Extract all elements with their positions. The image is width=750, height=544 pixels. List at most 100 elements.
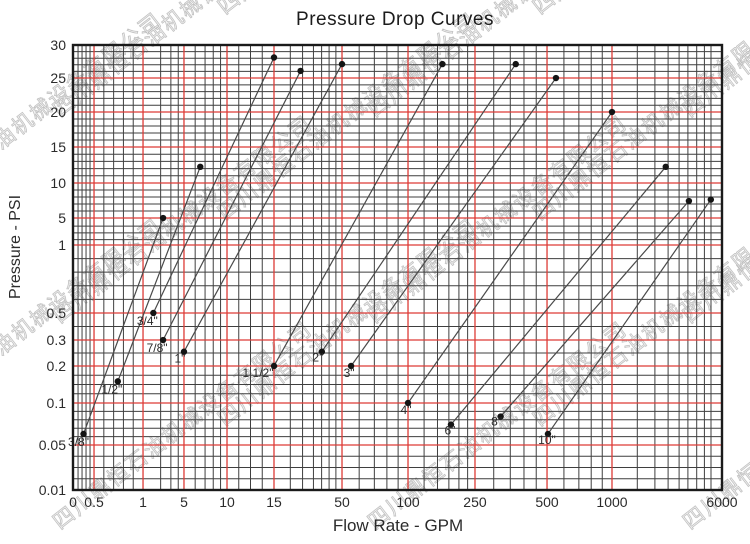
y-tick-label: 5 (58, 210, 66, 226)
plot-border-rect (71, 43, 724, 492)
y-tick-label: 20 (50, 104, 66, 120)
curve-endpoint-dot (297, 67, 304, 75)
x-tick-label: 6000 (706, 494, 737, 510)
watermark-text: 四川鼎恒石油机械设备有限公司 (529, 9, 750, 225)
y-tick-label: 0.1 (47, 395, 67, 411)
curve-label: 4" (401, 403, 412, 417)
curve-7-8in: 7/8" (147, 67, 304, 355)
x-tick-label: 10 (219, 494, 235, 510)
curve-endpoint-dot (197, 163, 204, 171)
curve-line (547, 199, 712, 435)
curve-line (500, 200, 690, 417)
y-tick-label: 30 (50, 37, 66, 53)
curve-1-2in: 1/2" (101, 163, 204, 396)
x-axis-label: Flow Rate - GPM (333, 516, 463, 535)
curve-label: 10" (538, 433, 556, 447)
curve-line (407, 111, 613, 404)
curve-endpoint-dot (318, 348, 326, 355)
curve-endpoint-dot (347, 362, 355, 370)
curves: 3/8" 1/2" 3/4" 7/8" 1" 1 1/2" 2" 3" 4" 6" 8" 10" (68, 54, 715, 449)
tick-labels: 0 0.5 1 5 10 15 50 100 250 500 1000 600030252015105… (39, 37, 738, 510)
curve-label: 2" (312, 351, 323, 365)
y-tick-label: 0.5 (47, 305, 67, 321)
curve-endpoint-dot (404, 399, 412, 407)
curve-endpoint-dot (512, 60, 519, 68)
curve-endpoint-dot (497, 413, 504, 420)
curve-endpoint-dot (685, 197, 693, 205)
curve-1-1-2in: 1 1/2" (243, 60, 446, 380)
major-grid-red (73, 45, 722, 490)
plot-border (71, 43, 724, 492)
curve-label: 3" (344, 366, 355, 380)
watermark-text: 四川鼎恒石油机械设备有限公司 (529, 0, 750, 19)
curve-10in: 10" (538, 196, 715, 447)
y-tick-label: 0.01 (39, 482, 66, 498)
x-tick-label: 100 (396, 494, 420, 510)
y-tick-label: 1 (58, 237, 66, 253)
curve-line (117, 166, 201, 382)
curve-3in: 3" (344, 74, 560, 380)
curve-endpoint-dot (80, 430, 87, 438)
curve-label: 6" (445, 424, 456, 438)
curve-endpoint-dot (439, 60, 446, 68)
watermark-text: 四川鼎恒石油机械设备有限公司 (529, 215, 750, 431)
y-tick-label: 0.05 (39, 437, 66, 453)
x-tick-label: 1 (139, 494, 147, 510)
curve-endpoint-dot (662, 163, 669, 171)
x-tick-label: 50 (334, 494, 350, 510)
curve-endpoint-dot (544, 430, 552, 438)
curve-endpoint-dot (180, 348, 188, 355)
y-tick-label: 25 (50, 70, 66, 86)
curve-endpoint-dot (608, 108, 616, 116)
curve-label: 1" (175, 352, 186, 366)
curve-line (82, 217, 164, 435)
x-tick-label: 0.5 (84, 494, 104, 510)
curve-endpoint-dot (270, 362, 278, 370)
watermark-text: 四川鼎恒石油机械设备有限公司 (49, 112, 317, 328)
x-tick-label: 500 (535, 494, 559, 510)
x-tick-label: 0 (69, 494, 77, 510)
y-tick-label: 0.3 (47, 332, 67, 348)
y-axis-label: Pressure - PSI (7, 195, 24, 299)
curve-endpoint-dot (150, 309, 157, 317)
x-tick-label: 250 (463, 494, 487, 510)
curve-line (152, 57, 275, 314)
watermark-text: 四川鼎恒石油机械设备有限公司 (0, 9, 167, 225)
y-tick-label: 10 (50, 175, 66, 191)
watermark-text: 四川鼎恒石油机械设备有限公司 (214, 215, 482, 431)
curve-4in: 4" (401, 108, 616, 417)
minor-grid (73, 45, 722, 490)
curve-endpoint-dot (159, 214, 167, 222)
curve-label: 3/4" (137, 314, 158, 328)
curve-line (162, 70, 302, 341)
x-tick-label: 15 (266, 494, 282, 510)
curve-line (183, 63, 343, 352)
curve-line (321, 63, 517, 353)
watermark-text: 四川鼎恒石油机械设备有限公司 (214, 9, 482, 225)
curve-2in: 2" (312, 60, 519, 365)
curve-label: 1/2" (101, 382, 122, 396)
curve-endpoint-dot (552, 74, 560, 82)
curve-line (450, 166, 667, 426)
curve-endpoint-dot (270, 54, 278, 61)
chart-title: Pressure Drop Curves (296, 9, 494, 30)
curve-3-4in: 3/4" (137, 54, 278, 328)
curve-endpoint-dot (338, 60, 346, 68)
curve-1in: 1" (175, 60, 346, 366)
x-tick-label: 5 (180, 494, 188, 510)
y-tick-label: 0.2 (47, 358, 67, 374)
curve-line (273, 63, 443, 367)
curve-label: 8" (491, 415, 502, 429)
curve-8in: 8" (491, 197, 693, 429)
curve-label: 1 1/2" (243, 366, 274, 380)
curve-line (350, 77, 557, 367)
curve-6in: 6" (445, 163, 669, 438)
curve-endpoint-dot (447, 421, 455, 428)
x-tick-label: 1000 (596, 494, 627, 510)
curve-endpoint-dot (114, 378, 122, 385)
y-tick-label: 15 (50, 139, 66, 155)
curve-label: 3/8" (68, 435, 89, 449)
curve-endpoint-dot (707, 196, 715, 203)
